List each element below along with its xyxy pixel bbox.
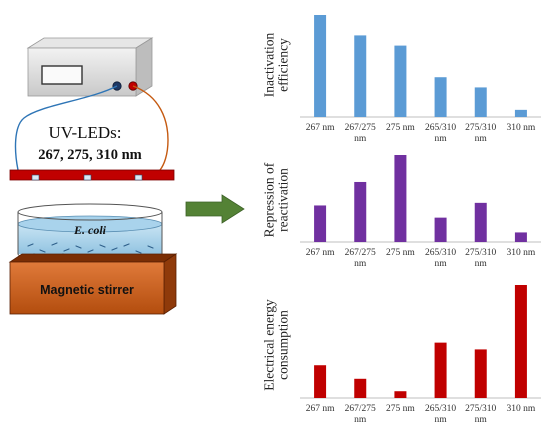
bar-310-nm bbox=[514, 232, 527, 242]
bar-310-nm bbox=[514, 109, 527, 117]
tick-label-275-nm: 275 nm bbox=[386, 404, 415, 414]
bar-310-nm bbox=[514, 285, 527, 398]
tick-label-267-nm: 267 nm bbox=[306, 123, 335, 133]
bar-267-275-nm bbox=[354, 378, 367, 398]
led-chip bbox=[31, 174, 40, 181]
bar-265-310-nm bbox=[434, 217, 447, 242]
wavelengths-label: 267, 275, 310 nm bbox=[38, 147, 142, 163]
tick-label-310-nm: 310 nm bbox=[507, 404, 536, 414]
process-arrow bbox=[185, 194, 245, 224]
led-chip bbox=[83, 174, 92, 181]
bar-267-nm bbox=[314, 15, 327, 117]
magnetic-stirrer: Magnetic stirrer bbox=[8, 253, 178, 315]
tick-label-265-310-nm: 265/310 nm bbox=[425, 123, 456, 144]
chart-repression-of-reactivation: 267 nm 267/275 nm 275 nm 265/310 nm 275/310 nm 3… bbox=[262, 155, 541, 269]
tick-label-267-275-nm: 267/275 nm bbox=[345, 123, 376, 144]
bar-275-nm bbox=[394, 155, 407, 242]
tick-label-310-nm: 310 nm bbox=[507, 248, 536, 258]
tick-label-267-275-nm: 267/275 nm bbox=[345, 404, 376, 425]
stirrer-front bbox=[9, 261, 165, 315]
display-screen bbox=[41, 65, 83, 85]
stirrer-side bbox=[163, 253, 177, 315]
bar-267-nm bbox=[314, 365, 327, 398]
bar-275-nm bbox=[394, 45, 407, 117]
tick-label-275-310-nm: 275/310 nm bbox=[465, 404, 496, 425]
tick-label-275-nm: 275 nm bbox=[386, 123, 415, 133]
uv-leds-label: UV-LEDs: bbox=[48, 123, 121, 142]
bar-267-nm bbox=[314, 205, 327, 242]
stirrer-label: Magnetic stirrer bbox=[40, 283, 134, 297]
bar-265-310-nm bbox=[434, 342, 447, 398]
y-axis-label: Inactivationefficiency bbox=[262, 33, 291, 98]
tick-label-275-310-nm: 275/310 nm bbox=[465, 248, 496, 269]
y-axis-label: Repression ofreactivation bbox=[262, 162, 291, 237]
tick-label-265-310-nm: 265/310 nm bbox=[425, 248, 456, 269]
bar-275-nm bbox=[394, 391, 407, 398]
tick-label-267-nm: 267 nm bbox=[306, 248, 335, 258]
orange-wire bbox=[132, 85, 169, 171]
tick-label-267-275-nm: 267/275 nm bbox=[345, 248, 376, 269]
bacteria-label: E. coli bbox=[73, 223, 107, 237]
power-supply-side bbox=[135, 37, 153, 97]
power-supply-top bbox=[26, 37, 154, 49]
chart-electrical-energy-consumption: 267 nm 267/275 nm 275 nm 265/310 nm 275/310 nm 3… bbox=[262, 285, 541, 425]
bar-275-310-nm bbox=[474, 87, 487, 117]
led-board bbox=[9, 169, 175, 181]
led-chip bbox=[134, 174, 143, 181]
tick-label-275-nm: 275 nm bbox=[386, 248, 415, 258]
bar-267-275-nm bbox=[354, 181, 367, 242]
bar-275-310-nm bbox=[474, 202, 487, 242]
blue-wire bbox=[14, 85, 118, 171]
tick-label-267-nm: 267 nm bbox=[306, 404, 335, 414]
tick-label-310-nm: 310 nm bbox=[507, 123, 536, 133]
tick-label-275-310-nm: 275/310 nm bbox=[465, 123, 496, 144]
stirrer-top bbox=[8, 253, 178, 263]
bar-267-275-nm bbox=[354, 35, 367, 117]
chart-inactivation-efficiency: 267 nm 267/275 nm 275 nm 265/310 nm 275/310 nm 3… bbox=[262, 15, 541, 144]
y-axis-label: Electrical energyconsumption bbox=[262, 299, 291, 391]
petri-dish: E. coli bbox=[17, 203, 163, 263]
led-strip bbox=[9, 169, 175, 181]
bar-265-310-nm bbox=[434, 77, 447, 117]
dish-rim bbox=[17, 203, 163, 221]
power-supply bbox=[26, 37, 154, 97]
bar-275-310-nm bbox=[474, 349, 487, 398]
tick-label-265-310-nm: 265/310 nm bbox=[425, 404, 456, 425]
